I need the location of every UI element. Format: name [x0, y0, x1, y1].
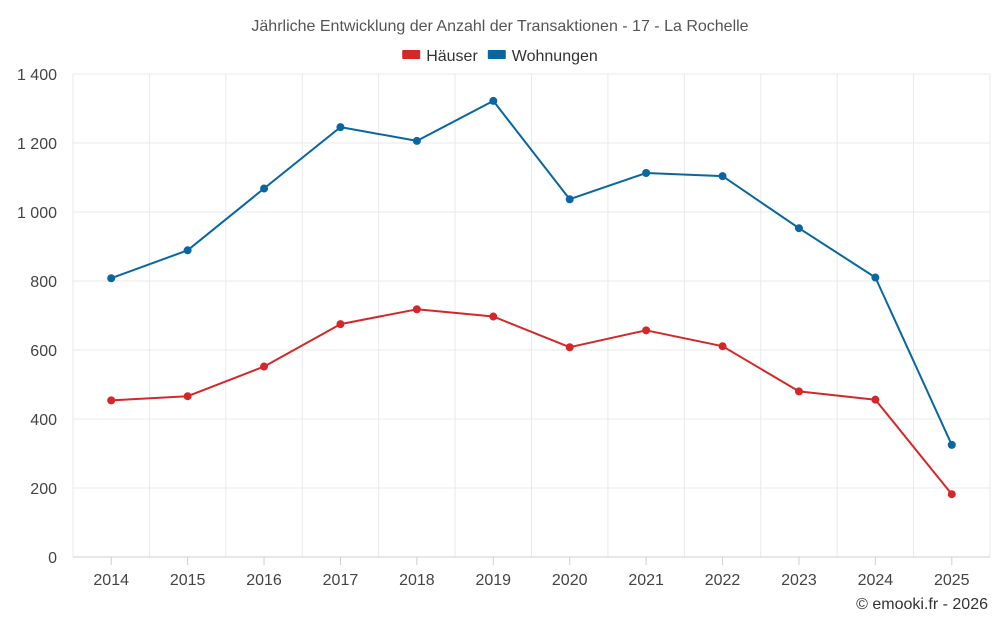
chart-title: Jährliche Entwicklung der Anzahl der Tra… [251, 18, 748, 35]
data-point-haeuser[interactable] [260, 362, 269, 371]
y-tick-label: 200 [30, 481, 57, 498]
series-line-haeuser [111, 308, 953, 495]
y-tick-label: 1 000 [17, 205, 57, 222]
data-point-haeuser[interactable] [794, 387, 803, 396]
data-point-wohnungen[interactable] [794, 224, 803, 233]
x-tick-label: 2025 [934, 572, 970, 589]
data-point-wohnungen[interactable] [107, 274, 116, 283]
data-point-haeuser[interactable] [947, 490, 956, 499]
data-point-wohnungen[interactable] [412, 136, 421, 145]
data-point-wohnungen[interactable] [718, 172, 727, 181]
grid [72, 73, 991, 558]
x-tick-label: 2021 [628, 572, 664, 589]
x-tick-label: 2023 [781, 572, 817, 589]
data-point-haeuser[interactable] [489, 312, 498, 321]
y-tick-label: 1 400 [17, 67, 57, 84]
x-tick-label: 2020 [552, 572, 588, 589]
plot-area [107, 96, 956, 499]
data-point-wohnungen[interactable] [183, 246, 192, 255]
x-tick-label: 2014 [93, 572, 129, 589]
data-point-haeuser[interactable] [565, 343, 574, 352]
series-wohnungen [107, 96, 956, 449]
y-tick-label: 600 [30, 343, 57, 360]
data-point-haeuser[interactable] [107, 396, 116, 405]
y-axis: 0 200 400 600 800 1 000 1 200 1 400 [17, 67, 57, 567]
series-line-wohnungen [110, 99, 953, 446]
legend-item-wohnungen[interactable]: Wohnungen [487, 48, 598, 65]
x-tick-label: 2019 [475, 572, 511, 589]
series-haeuser [107, 305, 956, 499]
y-tick-label: 800 [30, 274, 57, 291]
legend-label: Häuser [426, 48, 478, 65]
x-tick-label: 2024 [858, 572, 894, 589]
data-point-wohnungen[interactable] [565, 195, 574, 204]
x-tick-label: 2017 [323, 572, 359, 589]
data-point-haeuser[interactable] [412, 305, 421, 314]
y-tick-label: 400 [30, 412, 57, 429]
data-point-haeuser[interactable] [336, 320, 345, 329]
data-point-wohnungen[interactable] [871, 273, 880, 282]
y-tick-label: 1 200 [17, 136, 57, 153]
legend-swatch [402, 50, 421, 59]
x-tick-label: 2016 [246, 572, 282, 589]
x-tick-label: 2022 [705, 572, 741, 589]
legend-label: Wohnungen [512, 48, 598, 65]
x-axis: 2014 2015 2016 2017 2018 2019 2020 2021 2022 2023… [93, 557, 970, 589]
legend: Häuser Wohnungen [402, 48, 598, 65]
data-point-haeuser[interactable] [718, 342, 727, 351]
data-point-haeuser[interactable] [183, 392, 192, 401]
legend-swatch [487, 50, 506, 59]
data-point-wohnungen[interactable] [642, 169, 651, 178]
data-point-haeuser[interactable] [871, 395, 880, 404]
data-point-wohnungen[interactable] [336, 123, 345, 132]
data-point-haeuser[interactable] [642, 326, 651, 335]
data-point-wohnungen[interactable] [947, 440, 956, 449]
x-tick-label: 2018 [399, 572, 435, 589]
x-tick-label: 2015 [170, 572, 206, 589]
credit-text: © emooki.fr - 2026 [856, 596, 988, 613]
data-point-wohnungen[interactable] [260, 184, 269, 193]
data-point-wohnungen[interactable] [489, 96, 498, 105]
y-tick-label: 0 [48, 550, 57, 567]
legend-item-haeuser[interactable]: Häuser [402, 48, 478, 65]
